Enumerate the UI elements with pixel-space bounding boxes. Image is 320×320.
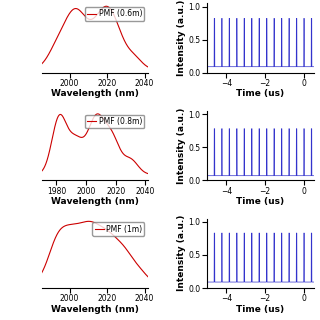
X-axis label: Time (us): Time (us) bbox=[236, 89, 284, 98]
Y-axis label: Intensity (a.u.): Intensity (a.u.) bbox=[177, 0, 186, 76]
Legend: PMF (0.6m): PMF (0.6m) bbox=[85, 7, 144, 20]
X-axis label: Wavelength (nm): Wavelength (nm) bbox=[51, 305, 139, 314]
Y-axis label: Intensity (a.u.): Intensity (a.u.) bbox=[177, 215, 186, 292]
X-axis label: Wavelength (nm): Wavelength (nm) bbox=[51, 89, 139, 98]
X-axis label: Time (us): Time (us) bbox=[236, 305, 284, 314]
Legend: PMF (1m): PMF (1m) bbox=[92, 222, 144, 236]
Y-axis label: Intensity (a.u.): Intensity (a.u.) bbox=[177, 108, 186, 184]
X-axis label: Wavelength (nm): Wavelength (nm) bbox=[51, 197, 139, 206]
Legend: PMF (0.8m): PMF (0.8m) bbox=[85, 115, 144, 128]
X-axis label: Time (us): Time (us) bbox=[236, 197, 284, 206]
